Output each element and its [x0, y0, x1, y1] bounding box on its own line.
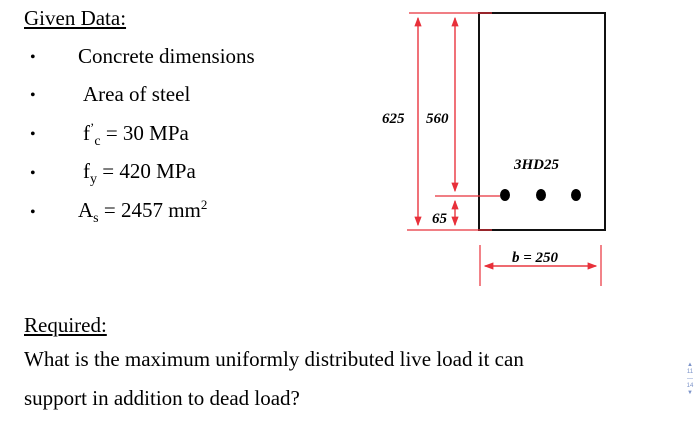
bullet: • [30, 165, 36, 182]
page-up-icon[interactable]: ▲ [687, 362, 693, 368]
cover-label: 65 [432, 211, 448, 227]
given-heading: Given Data: [24, 6, 127, 30]
given-item-as: As = 2457 mm2 [78, 197, 207, 227]
required-heading: Required: [24, 313, 107, 337]
bullet: • [30, 126, 36, 143]
bullet: • [30, 49, 36, 66]
fy-sub: y [90, 172, 97, 188]
rebar [500, 189, 510, 201]
fc-value: = 30 MPa [100, 121, 189, 145]
rebar [536, 189, 546, 201]
page-indicator[interactable]: ▲ 11 — 14 ▼ [684, 362, 696, 397]
as-value: = 2457 mm [98, 198, 201, 222]
page-separator: — [687, 376, 693, 382]
fy-symbol: f [83, 159, 90, 183]
question-line-1: What is the maximum uniformly distribute… [24, 347, 524, 371]
bullet: • [30, 204, 36, 221]
rebar [571, 189, 581, 201]
fy-value: = 420 MPa [97, 159, 196, 183]
given-item-fy: fy = 420 MPa [83, 159, 196, 188]
beam-outline [478, 12, 606, 231]
page-down-icon[interactable]: ▼ [687, 390, 693, 396]
fc-symbol: f [83, 121, 90, 145]
as-unit-exp: 2 [200, 197, 208, 212]
page-total: 14 [686, 383, 694, 389]
question-line-2: support in addition to dead load? [24, 386, 300, 410]
b-label: b = 250 [512, 250, 559, 266]
given-item-fc: f’c = 30 MPa [83, 120, 189, 150]
as-sub: s [93, 211, 99, 227]
as-symbol: A [78, 198, 94, 222]
fc-prime: ’ [90, 120, 95, 135]
bullet: • [30, 87, 36, 104]
given-item-steel: Area of steel [83, 82, 191, 106]
bars-label: 3HD25 [513, 157, 560, 173]
given-item-concrete: Concrete dimensions [78, 44, 255, 68]
page-current: 11 [686, 369, 694, 375]
fc-sub: c [94, 134, 101, 150]
d-label: 560 [426, 111, 449, 127]
h-label: 625 [382, 111, 405, 127]
